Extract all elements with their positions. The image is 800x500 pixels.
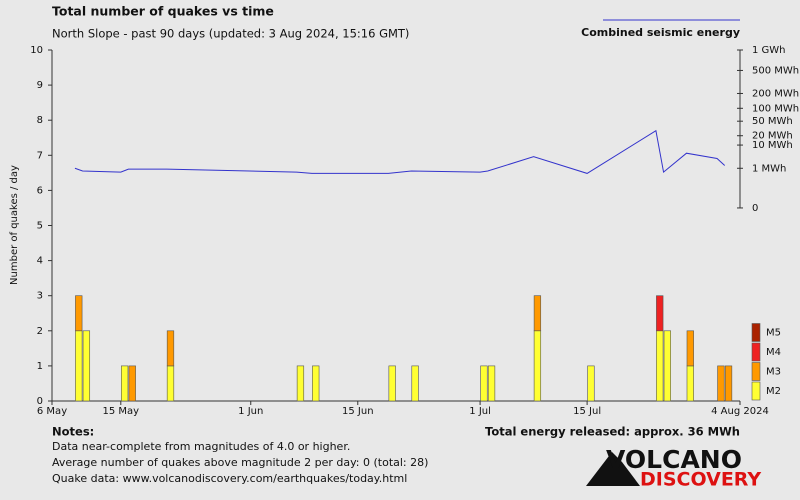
legend-label: M4: [766, 347, 781, 358]
y2-tick-label: 1 GWh: [752, 45, 786, 56]
logo-text: VOLCANO: [606, 445, 742, 474]
legend-swatch: [751, 381, 761, 401]
legend-label: M5: [766, 328, 781, 339]
note: Average number of quakes above magnitude…: [52, 456, 428, 469]
legend-label: M2: [766, 386, 781, 397]
x-tick-label: 6 May: [37, 406, 67, 417]
y-tick-label: 10: [30, 45, 43, 56]
y2-tick-label: 100 MWh: [752, 103, 799, 114]
x-tick-label: 4 Aug 2024: [711, 406, 769, 417]
bar-segment: [487, 365, 496, 402]
y-axis-label: Number of quakes / day: [9, 165, 20, 285]
bar-segment: [724, 365, 733, 402]
legend-label: M3: [766, 367, 781, 378]
bar-segment: [533, 295, 542, 332]
y-tick-label: 5: [37, 221, 43, 232]
y2-tick-label: 200 MWh: [752, 88, 799, 99]
x-tick-label: 1 Jul: [469, 406, 491, 417]
legend-swatch: [751, 362, 761, 381]
y-tick-label: 9: [37, 80, 43, 91]
bar-segment: [533, 330, 542, 402]
y-tick-label: 3: [37, 291, 43, 302]
chart-title: Total number of quakes vs time: [52, 4, 274, 19]
y-tick-label: 6: [37, 185, 43, 196]
bar-segment: [166, 365, 175, 402]
bar-segment: [75, 330, 83, 402]
note: Quake data: www.volcanodiscovery.com/ear…: [52, 472, 407, 485]
bar-segment: [296, 365, 305, 402]
legend-swatch: [751, 342, 761, 362]
bar-segment: [663, 330, 671, 402]
y-tick-label: 8: [37, 115, 43, 126]
legend-swatch: [751, 323, 761, 342]
bar-segment: [128, 365, 136, 402]
bar-segment: [480, 365, 488, 402]
energy-total: Total energy released: approx. 36 MWh: [485, 425, 740, 439]
bar-segment: [75, 295, 83, 332]
bar-segment: [656, 330, 664, 402]
bar-segment: [312, 365, 320, 402]
y-tick-label: 0: [37, 396, 43, 407]
bar-segment: [166, 330, 175, 367]
legend-label: Combined seismic energy: [581, 26, 740, 39]
bar-segment: [388, 365, 396, 402]
chart-subtitle: North Slope - past 90 days (updated: 3 A…: [52, 27, 409, 41]
logo-icon: [586, 452, 640, 486]
bar-segment: [411, 365, 419, 402]
bar-segment: [587, 365, 595, 402]
note: Data near-complete from magnitudes of 4.…: [52, 440, 350, 453]
y2-tick-label: 1 MWh: [752, 163, 786, 174]
x-tick-label: 15 May: [103, 406, 140, 417]
bar-segment: [656, 295, 664, 332]
y2-tick-label: 500 MWh: [752, 65, 799, 76]
notes-title: Notes:: [52, 425, 94, 439]
x-tick-label: 15 Jul: [573, 406, 601, 417]
y-tick-label: 4: [37, 256, 43, 267]
y2-tick-label: 20 MWh: [752, 131, 793, 142]
x-tick-label: 15 Jun: [342, 406, 374, 417]
bar-segment: [82, 330, 91, 402]
bar-segment: [686, 330, 694, 367]
bar-segment: [121, 365, 129, 402]
bar-segment: [686, 365, 694, 402]
logo-text: DISCOVERY: [640, 469, 761, 491]
y-tick-label: 1: [37, 361, 43, 372]
energy-line: [74, 129, 726, 174]
x-tick-label: 1 Jun: [238, 406, 263, 417]
y2-tick-label: 0: [752, 203, 758, 214]
y-tick-label: 7: [37, 150, 43, 161]
y2-tick-label: 50 MWh: [752, 116, 793, 127]
bar-segment: [717, 365, 725, 402]
y2-tick-label: 10 MWh: [752, 140, 793, 151]
y-tick-label: 2: [37, 326, 43, 337]
